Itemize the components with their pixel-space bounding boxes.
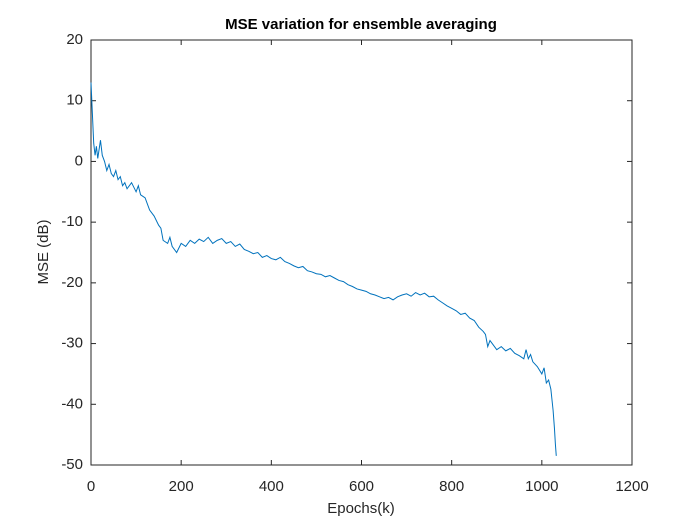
x-tick-label: 800	[439, 478, 464, 495]
y-tick-label: -40	[61, 395, 83, 412]
x-axis-label: Epochs(k)	[327, 500, 395, 517]
data-line	[90, 82, 557, 456]
plot-frame	[90, 39, 633, 466]
y-tick-label: 20	[66, 31, 83, 48]
chart-title: MSE variation for ensemble averaging	[225, 16, 497, 33]
y-tick-label: 10	[66, 92, 83, 109]
x-tick-label: 400	[259, 478, 284, 495]
y-tick-label: -10	[61, 213, 83, 230]
x-tick-label: 1200	[615, 478, 648, 495]
x-tick-label: 600	[349, 478, 374, 495]
y-tick-label: -30	[61, 335, 83, 352]
y-tick-label: -20	[61, 274, 83, 291]
x-tick-label: 200	[169, 478, 194, 495]
x-tick-label: 1000	[525, 478, 558, 495]
y-tick-label: -50	[61, 456, 83, 473]
x-tick-label: 0	[87, 478, 95, 495]
y-axis-label: MSE (dB)	[35, 219, 52, 284]
y-tick-label: 0	[75, 152, 83, 169]
